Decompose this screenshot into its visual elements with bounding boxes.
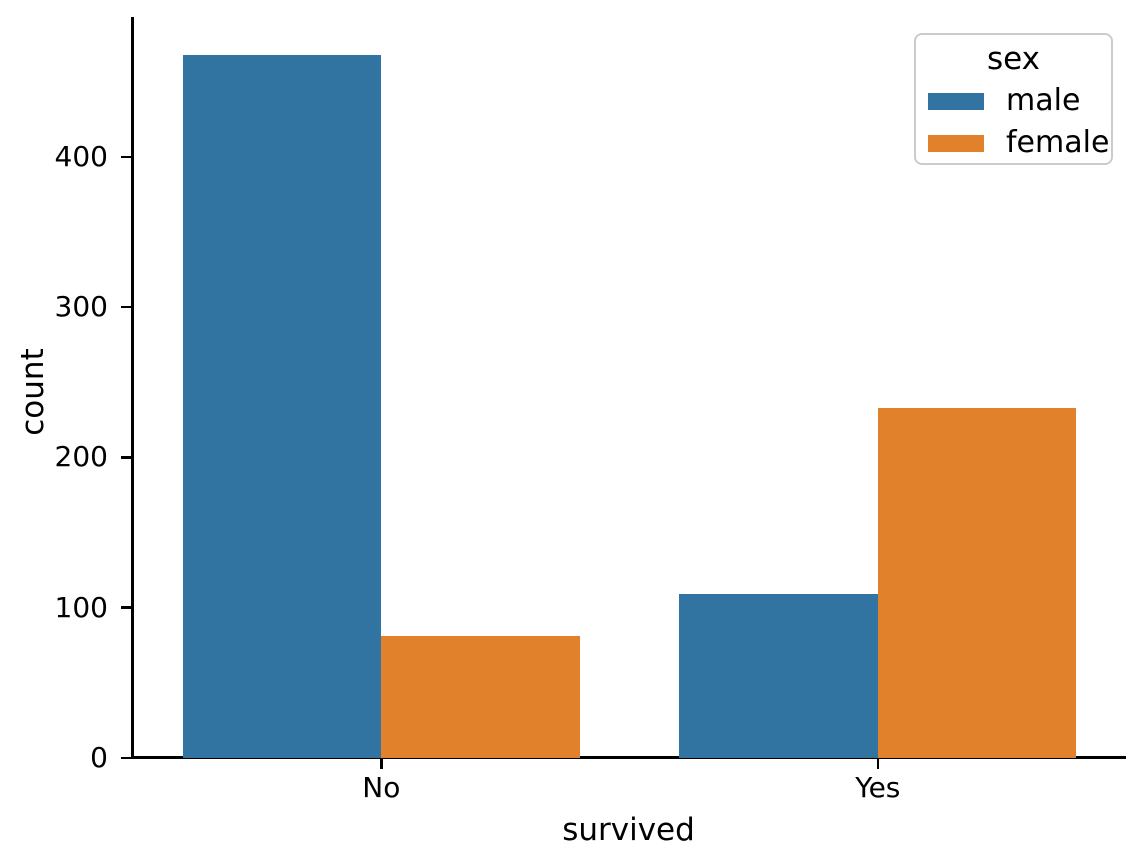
y-axis-spine xyxy=(131,17,134,758)
y-tick-mark xyxy=(121,305,132,309)
y-tick-label: 200 xyxy=(54,440,108,474)
legend-swatch-male xyxy=(928,92,984,110)
y-tick-mark xyxy=(121,155,132,158)
y-axis-label: count xyxy=(15,348,51,436)
y-tick-label: 400 xyxy=(54,139,108,173)
legend-label-male: male xyxy=(1006,83,1081,118)
x-tick-mark xyxy=(380,758,383,769)
y-tick-label: 300 xyxy=(54,290,108,324)
legend-entries: male female xyxy=(916,80,1111,164)
legend: sex male female xyxy=(914,33,1113,165)
x-tick-label-no: No xyxy=(362,771,401,804)
legend-label-female: female xyxy=(1006,125,1110,160)
legend-row-female: female xyxy=(916,122,1111,164)
bar-yes-male xyxy=(679,594,878,758)
bar-no-male xyxy=(182,54,382,758)
y-tick-mark xyxy=(121,756,132,760)
y-tick-mark xyxy=(121,456,132,459)
legend-row-male: male xyxy=(916,80,1111,122)
x-axis-spine xyxy=(131,756,1126,759)
x-tick-mark xyxy=(876,758,879,769)
bar-yes-female xyxy=(877,407,1077,758)
legend-title: sex xyxy=(986,41,1041,77)
bar-no-female xyxy=(381,636,580,758)
x-axis-label: survived xyxy=(562,812,695,848)
x-tick-label-yes: Yes xyxy=(855,771,901,804)
y-tick-mark xyxy=(121,606,132,609)
y-tick-label: 100 xyxy=(54,590,108,624)
y-tick-label: 0 xyxy=(90,741,108,774)
legend-swatch-female xyxy=(928,134,984,152)
